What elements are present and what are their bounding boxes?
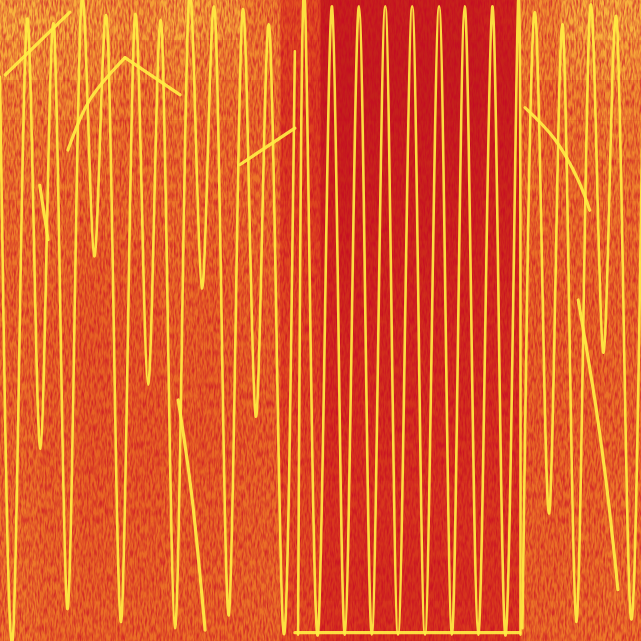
ridge-line — [5, 12, 70, 75]
ridge-line — [125, 58, 180, 95]
ridge-line — [40, 185, 48, 239]
ridge-line — [68, 58, 125, 150]
ridge-line — [578, 300, 618, 590]
chart-container — [0, 0, 641, 641]
ridge-line — [298, 0, 520, 635]
ridge-line — [525, 108, 590, 211]
plot-marks — [0, 0, 641, 641]
ridge-lines — [0, 0, 641, 641]
chart-svg — [0, 0, 641, 641]
ridge-line — [295, 631, 520, 634]
ridge-line — [178, 400, 205, 630]
ridge-line — [240, 128, 295, 165]
ridge-line — [0, 0, 295, 641]
plot-area — [0, 0, 641, 641]
ridge-line — [522, 4, 641, 628]
